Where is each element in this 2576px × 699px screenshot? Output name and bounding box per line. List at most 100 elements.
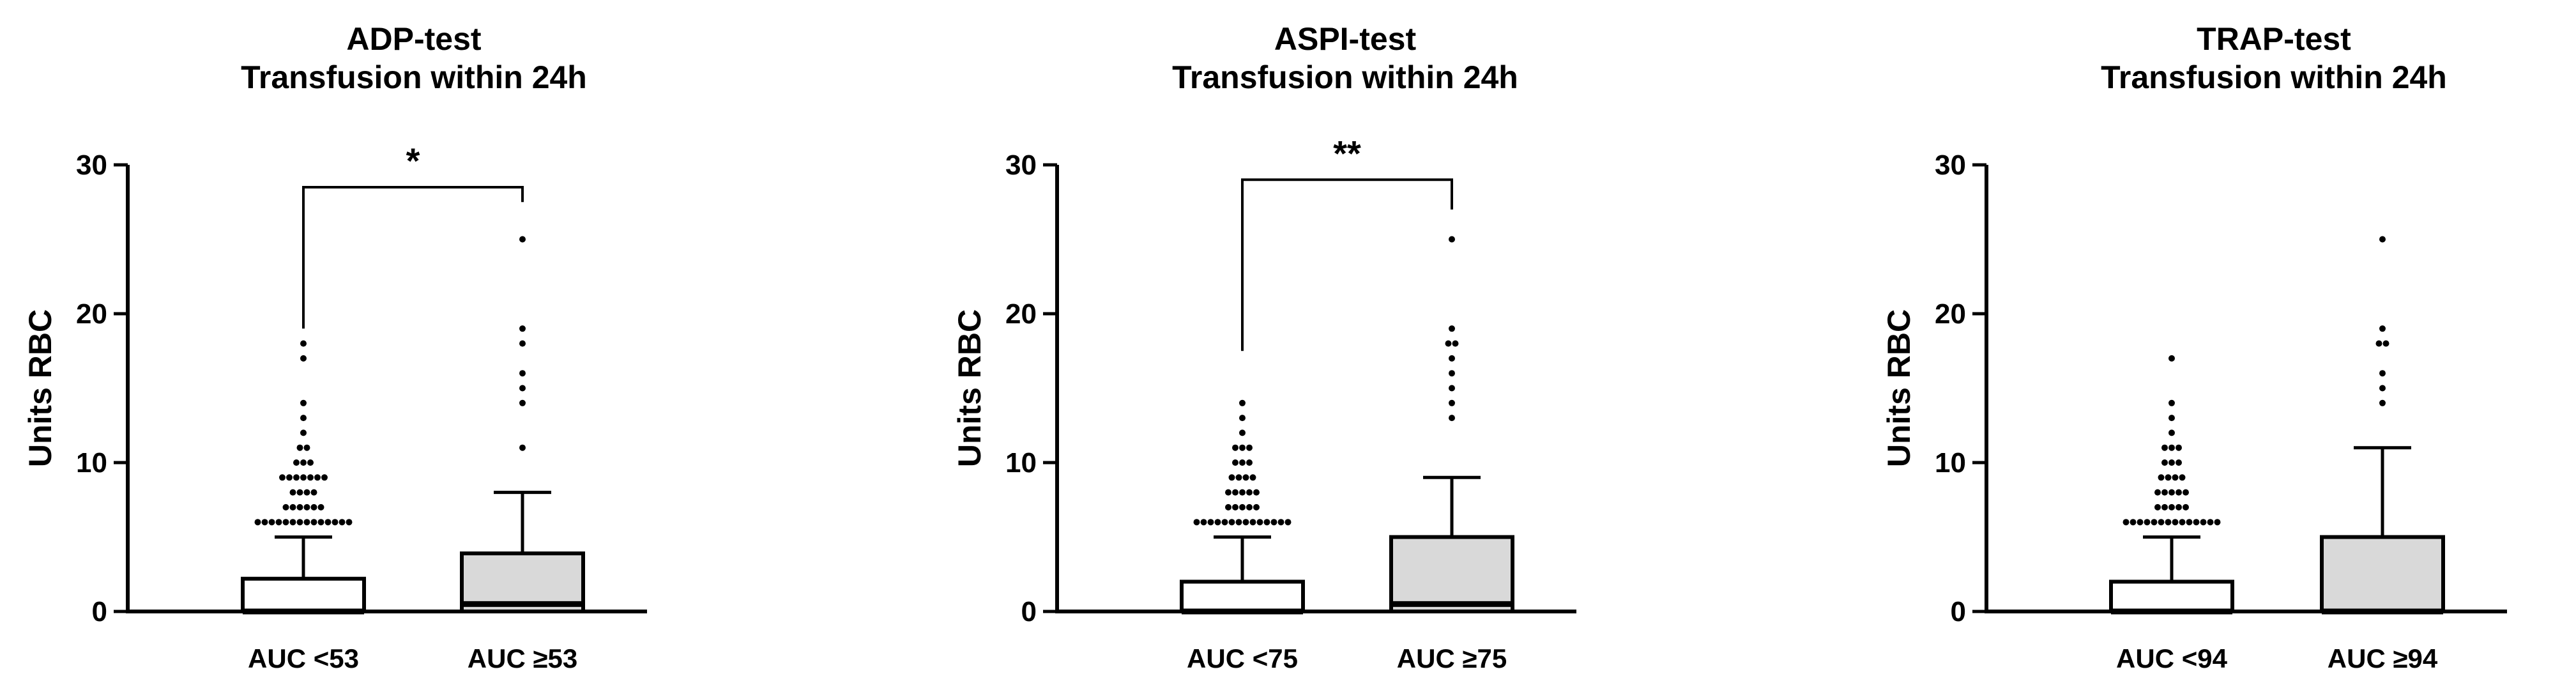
outlier-point (1232, 489, 1238, 496)
y-tick-label: 30 (76, 150, 107, 181)
outlier-point (2379, 385, 2386, 392)
outlier-point (2379, 325, 2386, 332)
outlier-point (282, 503, 289, 511)
outlier-point (2144, 519, 2151, 526)
outlier-point (2168, 489, 2175, 496)
outlier-point (303, 503, 310, 511)
outlier-point (307, 474, 314, 481)
outlier-point (1207, 519, 1214, 526)
outlier-point (1246, 489, 1253, 496)
outlier-point (289, 489, 296, 496)
plot-area: 0 10 20 30 AUC <53 AUC ≥53 * (76, 141, 647, 673)
outlier-point (310, 503, 317, 511)
y-tick-label: 10 (1935, 447, 1966, 479)
outlier-point (2168, 429, 2175, 436)
box (2109, 580, 2234, 614)
outlier-point (254, 519, 261, 526)
outlier-point (2154, 503, 2161, 511)
outlier-point (303, 519, 310, 526)
outlier-point (2172, 519, 2179, 526)
box (1180, 580, 1305, 614)
outlier-point (519, 385, 526, 392)
chart-title-line-2: Transfusion within 24h (1172, 59, 1518, 95)
y-tick-label: 20 (1935, 298, 1966, 330)
category-label: AUC <75 (1187, 643, 1298, 673)
outlier-point (1246, 503, 1253, 511)
outlier-point (2161, 503, 2168, 511)
outlier-point (296, 444, 303, 451)
outlier-point (1449, 385, 1455, 392)
outlier-point (310, 489, 317, 496)
y-tick-label: 10 (76, 447, 107, 479)
category-label: AUC ≥94 (2328, 643, 2438, 673)
outlier-point (2200, 519, 2207, 526)
outlier-point (2168, 444, 2175, 451)
outlier-point (300, 355, 307, 362)
outlier-point (2168, 399, 2175, 406)
outlier-point (1232, 459, 1238, 466)
outlier-point (268, 519, 275, 526)
outlier-point (519, 236, 526, 243)
y-axis-label: Units RBC (952, 309, 987, 467)
outlier-point (1449, 236, 1455, 243)
outlier-point (282, 519, 289, 526)
y-tick-label: 0 (92, 596, 107, 627)
outlier-point (1239, 489, 1246, 496)
y-axis-label: Units RBC (22, 309, 58, 467)
outlier-point (324, 519, 332, 526)
outlier-point (2172, 474, 2179, 481)
outlier-point (307, 459, 314, 466)
outlier-point (296, 519, 303, 526)
category-label: AUC ≥53 (468, 643, 577, 673)
outlier-point (1235, 474, 1242, 481)
outlier-point (2186, 519, 2193, 526)
outlier-point (1270, 519, 1277, 526)
outlier-point (1193, 519, 1200, 526)
outlier-point (261, 519, 268, 526)
outlier-point (1232, 503, 1238, 511)
outlier-point (2379, 370, 2386, 377)
outlier-point (1239, 415, 1246, 422)
outlier-point (300, 474, 307, 481)
outlier-point (1284, 519, 1292, 526)
box-group (2320, 236, 2445, 615)
outlier-point (519, 444, 526, 451)
outlier-point (2176, 503, 2182, 511)
outlier-point (2130, 519, 2137, 526)
outlier-point (300, 399, 307, 406)
y-tick-label: 30 (1005, 150, 1037, 181)
outlier-point (300, 429, 307, 436)
box (1389, 535, 1514, 613)
outlier-point (2183, 503, 2189, 511)
outlier-point (2161, 489, 2168, 496)
outlier-point (2379, 399, 2386, 406)
outlier-point (519, 340, 526, 347)
outlier-point (303, 489, 310, 496)
outlier-point (1256, 519, 1263, 526)
outlier-point (1214, 519, 1221, 526)
outlier-point (1449, 355, 1455, 362)
outlier-point (2214, 519, 2221, 526)
outlier-point (1242, 519, 1249, 526)
y-axis-label: Units RBC (1881, 309, 1917, 467)
box (2320, 535, 2445, 613)
outlier-point (2176, 489, 2182, 496)
panel-aspi-test: ASPI-test Transfusion within 24h Units R… (952, 21, 1576, 673)
outlier-point (289, 503, 296, 511)
outlier-point (1246, 459, 1253, 466)
outlier-point (1449, 370, 1455, 377)
category-label: AUC <94 (2116, 643, 2228, 673)
outlier-point (2382, 340, 2389, 347)
outlier-point (1228, 519, 1235, 526)
outlier-point (332, 519, 339, 526)
outlier-point (1253, 503, 1260, 511)
outlier-point (1449, 415, 1455, 422)
y-tick-label: 30 (1935, 150, 1966, 181)
outlier-point (2168, 415, 2175, 422)
outlier-point (2137, 519, 2144, 526)
outlier-point (2161, 459, 2168, 466)
chart-title-line-1: ASPI-test (1274, 21, 1417, 57)
outlier-point (2179, 474, 2186, 481)
outlier-point (1249, 519, 1256, 526)
box-group (2109, 355, 2234, 615)
